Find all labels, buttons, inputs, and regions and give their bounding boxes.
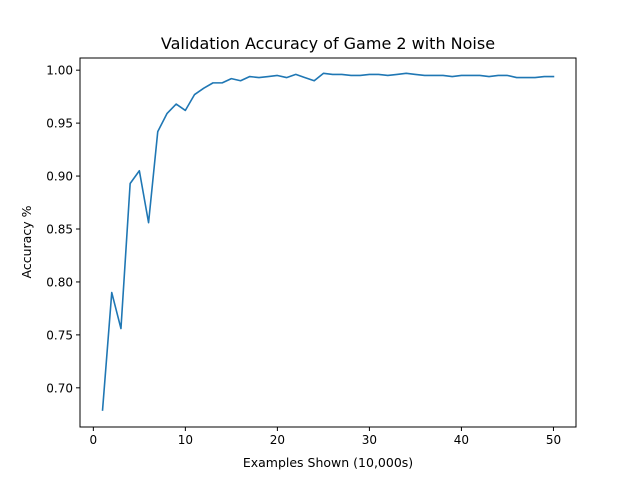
y-tick-label: 0.95 [46, 117, 73, 131]
axis-ticks: 0 10 20 30 40 50 0.70 0.75 0.80 0.85 0.90 0.95 1.00 [46, 64, 561, 447]
y-tick-label: 0.85 [46, 223, 73, 237]
y-tick-label: 0.90 [46, 170, 73, 184]
x-tick-label: 40 [454, 433, 469, 447]
y-tick-label: 0.75 [46, 328, 73, 342]
x-tick-label: 30 [362, 433, 377, 447]
chart-title: Validation Accuracy of Game 2 with Noise [161, 34, 495, 53]
x-axis-label: Examples Shown (10,000s) [243, 455, 413, 470]
y-tick-label: 0.80 [46, 275, 73, 289]
y-tick-label: 0.70 [46, 381, 73, 395]
x-tick-label: 50 [546, 433, 561, 447]
series-line-1 [101, 72, 555, 411]
series-group [101, 72, 555, 411]
y-axis-label: Accuracy % [19, 205, 34, 278]
y-tick-label: 1.00 [46, 64, 73, 78]
x-tick-label: 20 [270, 433, 285, 447]
x-tick-label: 10 [178, 433, 193, 447]
plot-frame [79, 57, 577, 428]
x-tick-label: 0 [90, 433, 98, 447]
